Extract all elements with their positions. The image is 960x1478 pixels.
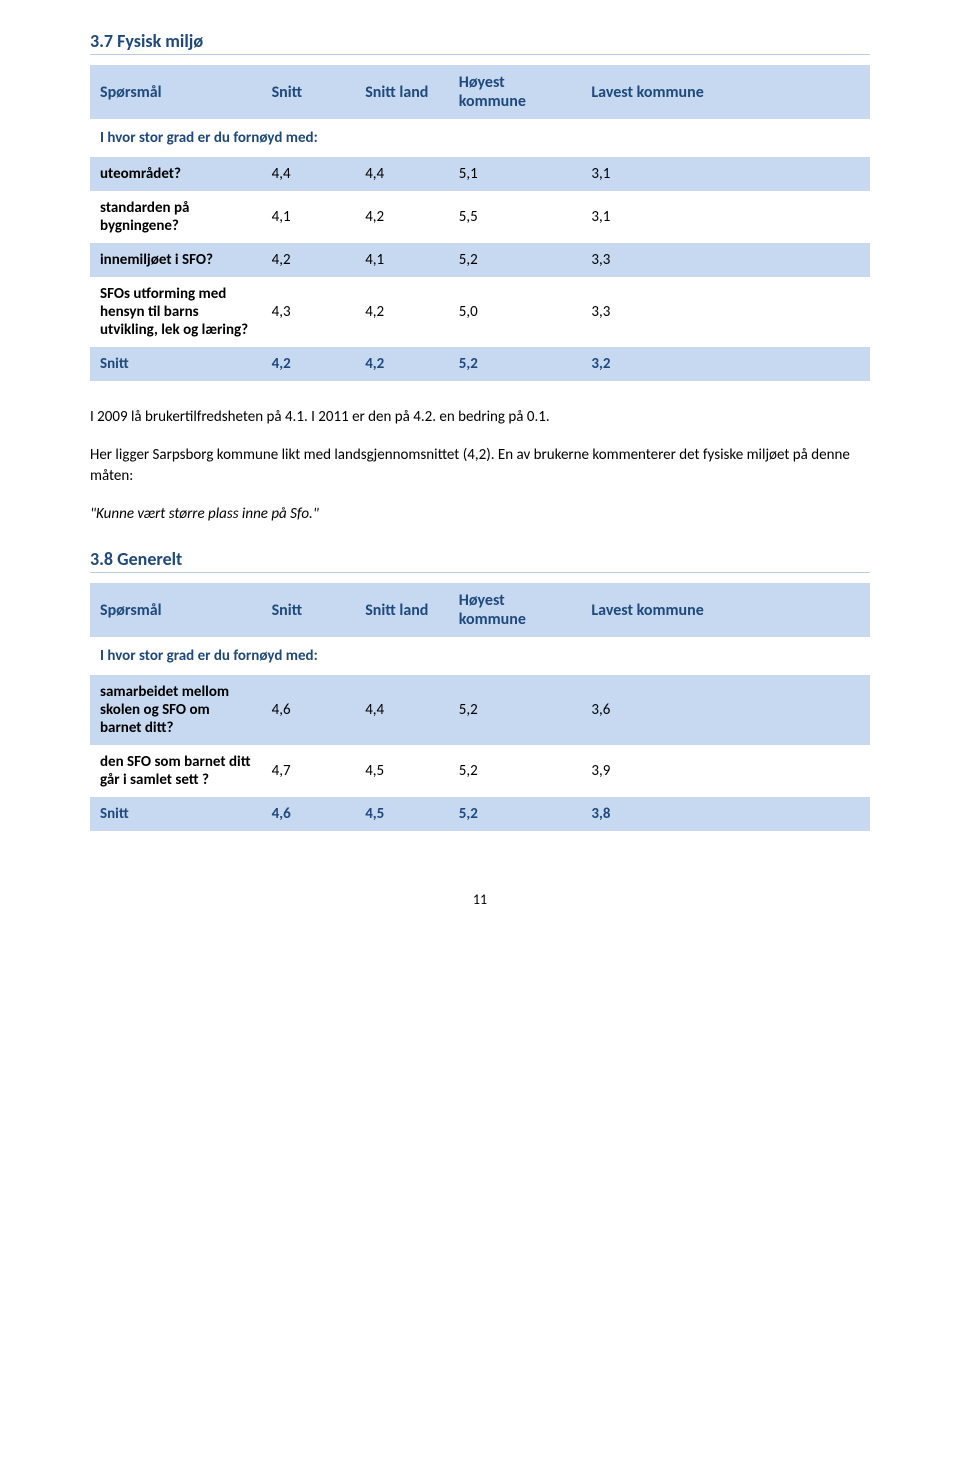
cell-lavest: 3,6 (581, 675, 870, 745)
cell-hoyest: 5,5 (449, 191, 582, 243)
body-text: I 2009 lå brukertilfredsheten på 4.1. I … (90, 407, 870, 524)
cell-lavest: 3,3 (581, 243, 870, 277)
cell-question: innemiljøet i SFO? (90, 243, 262, 277)
page-number: 11 (90, 891, 870, 908)
paragraph: Her ligger Sarpsborg kommune likt med la… (90, 445, 870, 486)
cell-question: samarbeidet mellom skolen og SFO om barn… (90, 675, 262, 745)
cell-hoyest: 5,2 (449, 745, 582, 797)
summary-label: Snitt (90, 797, 262, 831)
table-subheading: I hvor stor grad er du fornøyd med: (90, 637, 870, 675)
cell-hoyest: 5,2 (449, 243, 582, 277)
cell-question: SFOs utforming med hensyn til barns utvi… (90, 277, 262, 347)
table-row: den SFO som barnet ditt går i samlet set… (90, 745, 870, 797)
col-lavest-kommune: Lavest kommune (581, 583, 870, 637)
cell-question: uteområdet? (90, 157, 262, 191)
paragraph: I 2009 lå brukertilfredsheten på 4.1. I … (90, 407, 870, 427)
cell-snitt: 4,4 (262, 157, 356, 191)
table-header-row: Spørsmål Snitt Snitt land Høyest kommune… (90, 65, 870, 119)
table-summary-row: Snitt 4,6 4,5 5,2 3,8 (90, 797, 870, 831)
section-heading-fysisk-miljo: 3.7 Fysisk miljø (90, 30, 870, 55)
summary-snitt-land: 4,5 (355, 797, 449, 831)
paragraph-quote: "Kunne vært større plass inne på Sfo." (90, 504, 870, 524)
section-heading-generelt: 3.8 Generelt (90, 548, 870, 573)
summary-snitt: 4,6 (262, 797, 356, 831)
table-fysisk-miljo: Spørsmål Snitt Snitt land Høyest kommune… (90, 65, 870, 381)
cell-snitt: 4,1 (262, 191, 356, 243)
table-row: innemiljøet i SFO? 4,2 4,1 5,2 3,3 (90, 243, 870, 277)
table-row: uteområdet? 4,4 4,4 5,1 3,1 (90, 157, 870, 191)
summary-snitt: 4,2 (262, 347, 356, 381)
cell-hoyest: 5,1 (449, 157, 582, 191)
col-sporsmal: Spørsmål (90, 65, 262, 119)
cell-snitt-land: 4,2 (355, 191, 449, 243)
summary-label: Snitt (90, 347, 262, 381)
cell-lavest: 3,1 (581, 157, 870, 191)
col-snitt-land: Snitt land (355, 65, 449, 119)
col-snitt-land: Snitt land (355, 583, 449, 637)
cell-lavest: 3,9 (581, 745, 870, 797)
table-header-row: Spørsmål Snitt Snitt land Høyest kommune… (90, 583, 870, 637)
cell-hoyest: 5,2 (449, 675, 582, 745)
cell-hoyest: 5,0 (449, 277, 582, 347)
summary-lavest: 3,8 (581, 797, 870, 831)
cell-lavest: 3,3 (581, 277, 870, 347)
col-hoyest-kommune: Høyest kommune (449, 65, 582, 119)
summary-lavest: 3,2 (581, 347, 870, 381)
col-snitt: Snitt (262, 583, 356, 637)
table-row: standarden på bygningene? 4,1 4,2 5,5 3,… (90, 191, 870, 243)
cell-question: standarden på bygningene? (90, 191, 262, 243)
subheading-text: I hvor stor grad er du fornøyd med: (90, 119, 870, 157)
cell-snitt-land: 4,5 (355, 745, 449, 797)
cell-lavest: 3,1 (581, 191, 870, 243)
summary-hoyest: 5,2 (449, 797, 582, 831)
table-subheading: I hvor stor grad er du fornøyd med: (90, 119, 870, 157)
table-row: samarbeidet mellom skolen og SFO om barn… (90, 675, 870, 745)
cell-snitt-land: 4,4 (355, 675, 449, 745)
cell-snitt: 4,6 (262, 675, 356, 745)
col-lavest-kommune: Lavest kommune (581, 65, 870, 119)
table-generelt: Spørsmål Snitt Snitt land Høyest kommune… (90, 583, 870, 831)
cell-snitt-land: 4,4 (355, 157, 449, 191)
col-hoyest-kommune: Høyest kommune (449, 583, 582, 637)
cell-snitt: 4,2 (262, 243, 356, 277)
cell-snitt: 4,7 (262, 745, 356, 797)
cell-snitt: 4,3 (262, 277, 356, 347)
subheading-text: I hvor stor grad er du fornøyd med: (90, 637, 870, 675)
cell-question: den SFO som barnet ditt går i samlet set… (90, 745, 262, 797)
table-summary-row: Snitt 4,2 4,2 5,2 3,2 (90, 347, 870, 381)
col-sporsmal: Spørsmål (90, 583, 262, 637)
summary-snitt-land: 4,2 (355, 347, 449, 381)
cell-snitt-land: 4,1 (355, 243, 449, 277)
col-snitt: Snitt (262, 65, 356, 119)
cell-snitt-land: 4,2 (355, 277, 449, 347)
summary-hoyest: 5,2 (449, 347, 582, 381)
table-row: SFOs utforming med hensyn til barns utvi… (90, 277, 870, 347)
